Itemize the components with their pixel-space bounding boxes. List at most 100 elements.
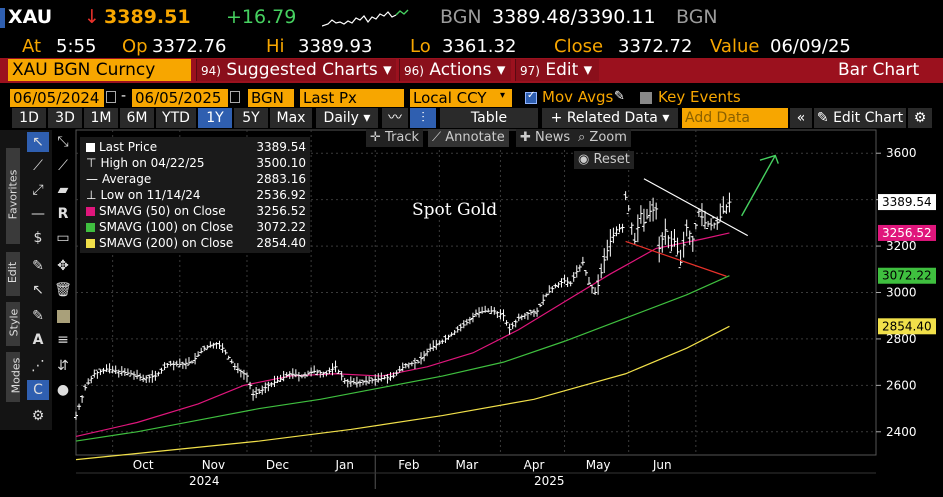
menu-label: Actions ▾ xyxy=(429,60,506,80)
zoom-button[interactable]: ⌕ Zoom xyxy=(574,129,631,147)
magnet-icon[interactable]: ⇵ xyxy=(57,358,69,374)
brush-icon[interactable]: ✎ xyxy=(32,258,44,274)
settings-gear-icon[interactable]: ⚙ xyxy=(31,408,45,424)
frequency-select[interactable]: Daily ▾ xyxy=(316,108,378,128)
legend-label: SMAVG (50) on Close xyxy=(99,204,226,218)
table-button[interactable]: Table xyxy=(440,108,538,128)
open-value: 3372.76 xyxy=(152,36,227,57)
rectangle-icon[interactable]: ▭ xyxy=(56,230,70,246)
period-6m[interactable]: 6M xyxy=(120,108,154,128)
period-1y[interactable]: 1Y xyxy=(198,108,232,128)
line-tool-icon[interactable]: 〰 xyxy=(382,108,408,128)
menu-suggested-charts[interactable]: 94) Suggested Charts ▾ xyxy=(196,59,396,81)
end-date-input[interactable]: 06/05/2025 xyxy=(132,89,228,107)
retracement-icon[interactable]: R xyxy=(57,206,69,222)
track-button[interactable]: ✛ Track xyxy=(366,129,424,147)
high-value: 3389.93 xyxy=(298,36,373,57)
reset-label: Reset xyxy=(593,152,630,167)
legend-item: SMAVG (50) on Close xyxy=(86,203,226,219)
period-max[interactable]: Max xyxy=(270,108,312,128)
legend-label: Low on 11/14/24 xyxy=(100,188,201,202)
value-label: Value xyxy=(710,36,760,57)
currency-select[interactable]: Local CCY xyxy=(410,89,512,107)
swatch xyxy=(56,309,70,323)
period-5y[interactable]: 5Y xyxy=(234,108,268,128)
reset-button[interactable]: ◉ Reset xyxy=(574,151,634,169)
select-add-icon[interactable]: ↖ xyxy=(32,282,44,298)
price-range-icon[interactable]: $ xyxy=(33,230,43,246)
crosshair-pointer-icon[interactable]: ⤡ xyxy=(57,134,69,150)
palette-icon[interactable]: ● xyxy=(56,382,70,398)
trendline-icon[interactable]: ⟋ xyxy=(33,158,43,174)
x-year-label: 2025 xyxy=(534,474,565,488)
menu-num: 94) xyxy=(201,64,221,78)
tab-favorites[interactable]: Favorites xyxy=(6,148,20,244)
tab-edit[interactable]: Edit xyxy=(6,252,20,296)
date-separator: - xyxy=(121,88,127,104)
tab-modes[interactable]: Modes xyxy=(6,352,22,402)
mov-avgs-checkbox[interactable]: ✓ xyxy=(525,90,537,104)
zoom-icon: ⌕ xyxy=(578,130,586,145)
moving-average-line xyxy=(75,325,730,461)
gear-icon[interactable]: ⚙ xyxy=(908,108,932,128)
start-date-input[interactable]: 06/05/2024 xyxy=(10,89,104,107)
related-data-button[interactable]: + Related Data ▾ xyxy=(542,108,678,128)
menu-actions[interactable]: 96) Actions ▾ xyxy=(399,59,511,81)
bar-tool-icon[interactable]: ⫶ xyxy=(410,108,436,128)
field-select[interactable]: Last Px xyxy=(300,89,404,107)
period-1d[interactable]: 1D xyxy=(12,108,46,128)
calendar-icon[interactable] xyxy=(230,91,240,103)
key-events-checkbox[interactable] xyxy=(640,92,652,104)
text-style-icon[interactable]: A xyxy=(32,332,44,348)
x-tick-label: Jun xyxy=(652,458,672,472)
line-weight-icon[interactable]: ≡ xyxy=(57,332,69,348)
add-data-input[interactable]: Add Data xyxy=(682,108,788,128)
edit-chart-button[interactable]: ✎ Edit Chart xyxy=(814,108,906,128)
collapse-icon[interactable]: « xyxy=(790,108,812,128)
average-marker-icon: — xyxy=(86,172,98,186)
x-tick-label: Nov xyxy=(202,458,225,472)
annotate-button[interactable]: ⟋ Annotate xyxy=(428,129,509,147)
channel-icon[interactable]: ▰ xyxy=(57,182,69,198)
x-tick-label: Mar xyxy=(456,458,479,472)
pointer-icon[interactable]: ↖ xyxy=(27,132,49,152)
period-ytd[interactable]: YTD xyxy=(156,108,196,128)
chevron-down-icon[interactable]: ▾ xyxy=(500,90,506,101)
horizontal-line-icon[interactable]: — xyxy=(31,206,45,222)
menu-edit[interactable]: 97) Edit ▾ xyxy=(515,59,599,81)
tab-style[interactable]: Style xyxy=(6,302,20,346)
last-value-tag xyxy=(878,224,936,241)
ticker[interactable]: XAU xyxy=(8,6,53,28)
period-1m[interactable]: 1M xyxy=(84,108,118,128)
source-input[interactable]: BGN xyxy=(248,89,294,107)
x-tick-label: Feb xyxy=(398,458,419,472)
period-3d[interactable]: 3D xyxy=(48,108,82,128)
key-events-label[interactable]: Key Events xyxy=(658,88,741,106)
reset-icon: ◉ xyxy=(578,152,590,167)
price-change: +16.79 xyxy=(226,6,297,28)
dashed-line-icon[interactable]: ⋰ xyxy=(31,358,45,374)
segment-icon[interactable]: ⤢ xyxy=(32,182,44,198)
legend-item: Last Price xyxy=(86,139,157,155)
cycle-mode-icon[interactable]: C xyxy=(27,380,49,400)
calendar-icon[interactable] xyxy=(106,91,116,103)
close-label: Close xyxy=(554,36,604,57)
legend-label: SMAVG (100) on Close xyxy=(99,220,234,234)
fill-color-icon[interactable] xyxy=(52,306,74,326)
legend-value: 2854.40 xyxy=(256,236,306,250)
pencil-icon[interactable]: ✎ xyxy=(614,89,625,104)
legend-item: ⊤ High on 04/22/25 xyxy=(86,155,205,171)
ray-icon[interactable]: ⟋ xyxy=(58,158,68,174)
news-label: News xyxy=(535,130,571,145)
open-label: Op xyxy=(122,36,148,57)
menu-label: Suggested Charts ▾ xyxy=(226,60,392,80)
news-button[interactable]: ✚ News xyxy=(516,129,575,147)
pen-style-icon[interactable]: ✎ xyxy=(32,308,44,324)
move-icon[interactable]: ✥ xyxy=(57,258,69,274)
trash-icon[interactable]: 🗑 xyxy=(54,282,72,298)
legend-item: SMAVG (200) on Close xyxy=(86,235,233,251)
close-value: 3372.72 xyxy=(618,36,693,57)
mov-avgs-label[interactable]: Mov Avgs xyxy=(542,88,614,106)
security-field[interactable]: XAU BGN Curncy xyxy=(8,59,191,81)
